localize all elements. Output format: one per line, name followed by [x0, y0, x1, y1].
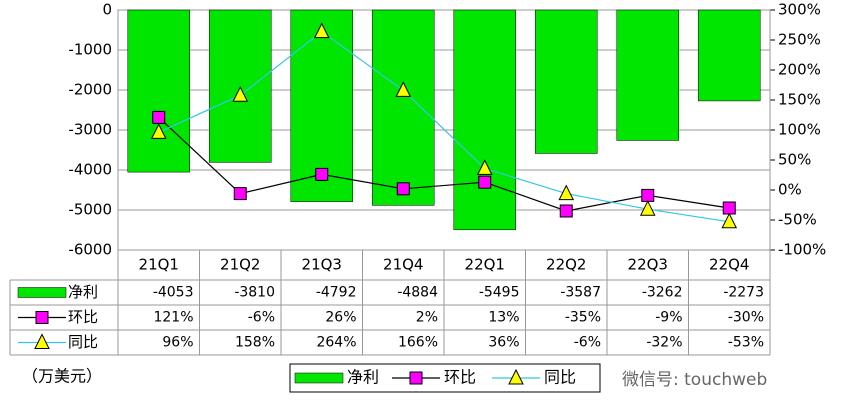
legend-symbol [294, 372, 344, 384]
table-cell: -6% [248, 310, 275, 326]
marker [152, 110, 166, 124]
table-cell: 158% [235, 335, 275, 351]
marker [639, 200, 656, 216]
table-cell: -9% [655, 310, 682, 326]
legend-label: 环比 [444, 368, 476, 387]
y2-tick-label: 250% [778, 31, 821, 49]
marker [395, 81, 412, 97]
legend-symbol-marker [409, 371, 423, 385]
table-row-header: 环比 [68, 308, 98, 326]
x-tick-label: 21Q1 [139, 256, 179, 274]
marker [721, 212, 738, 229]
y2-tick-label: 0% [778, 181, 802, 199]
table-cell: -32% [646, 335, 682, 351]
bar [535, 9, 598, 154]
table-cell: -35% [565, 310, 601, 326]
x-tick-label: 21Q4 [383, 256, 423, 274]
table-legend-symbol-marker [35, 311, 49, 324]
x-tick-label: 22Q1 [465, 256, 505, 274]
bar [127, 9, 190, 173]
table-cell: -3262 [642, 285, 683, 301]
legend-symbol-marker [508, 368, 524, 385]
unit-label: （万美元） [22, 367, 102, 386]
marker [315, 167, 329, 181]
table-cell: -3587 [560, 285, 601, 301]
y-tick-label: -3000 [68, 121, 112, 139]
line [158, 116, 730, 212]
table-cell: -5495 [479, 285, 520, 301]
watermark: 微信号: touchweb [622, 370, 767, 390]
table-cell: 121% [153, 310, 193, 326]
table-cell: -4884 [397, 285, 438, 301]
table-cell: -30% [728, 310, 764, 326]
y2-tick-label: 200% [778, 61, 821, 79]
table-cell: 13% [488, 310, 519, 326]
table-cell: -6% [574, 335, 601, 351]
y-tick-label: -1000 [68, 41, 112, 59]
marker [641, 188, 655, 202]
line [158, 30, 730, 223]
y-tick-label: -2000 [68, 81, 112, 99]
table-cell: 26% [325, 310, 356, 326]
x-tick-label: 21Q2 [220, 256, 260, 274]
y-tick-label: -6000 [68, 241, 112, 259]
marker [232, 86, 249, 102]
x-tick-label: 22Q3 [628, 256, 668, 274]
table-cell: 166% [398, 335, 438, 351]
marker [722, 201, 736, 215]
y-tick-label: -4000 [68, 161, 112, 179]
table-cell: -3810 [234, 285, 275, 301]
table-cell: -4053 [153, 285, 194, 301]
legend-label: 同比 [544, 368, 576, 387]
y-tick-label: -5000 [68, 201, 112, 219]
y2-tick-label: -50% [778, 211, 817, 229]
marker [476, 159, 493, 175]
table-cell: -4792 [316, 285, 357, 301]
marker [313, 22, 330, 39]
marker [478, 175, 492, 189]
bar [616, 9, 679, 141]
table-cell: 96% [162, 335, 193, 351]
bar [372, 9, 435, 206]
y2-tick-label: -100% [778, 241, 826, 259]
bar [453, 9, 516, 231]
x-tick-label: 21Q3 [302, 256, 342, 274]
y2-tick-label: 50% [778, 151, 811, 169]
table-legend-symbol-marker [34, 333, 50, 349]
table-row-header: 净利 [68, 283, 98, 301]
y2-tick-label: 100% [778, 121, 821, 139]
bar [698, 9, 761, 102]
y2-tick-label: 150% [778, 91, 821, 109]
x-tick-label: 22Q2 [546, 256, 586, 274]
marker [233, 187, 247, 201]
marker [559, 204, 573, 218]
y-tick-label: 0 [102, 1, 112, 19]
y2-tick-label: 300% [778, 1, 821, 19]
table-cell: -2273 [723, 285, 764, 301]
table-cell: 36% [488, 335, 519, 351]
marker [150, 123, 167, 139]
table-legend-symbol [17, 287, 67, 298]
table-cell: -53% [728, 335, 764, 351]
table-row-header: 同比 [68, 333, 98, 351]
x-tick-label: 22Q4 [709, 256, 749, 274]
marker [558, 184, 575, 201]
table-cell: 264% [316, 335, 356, 351]
table-cell: 2% [416, 310, 438, 326]
marker [396, 182, 410, 196]
legend-label: 净利 [347, 368, 379, 387]
